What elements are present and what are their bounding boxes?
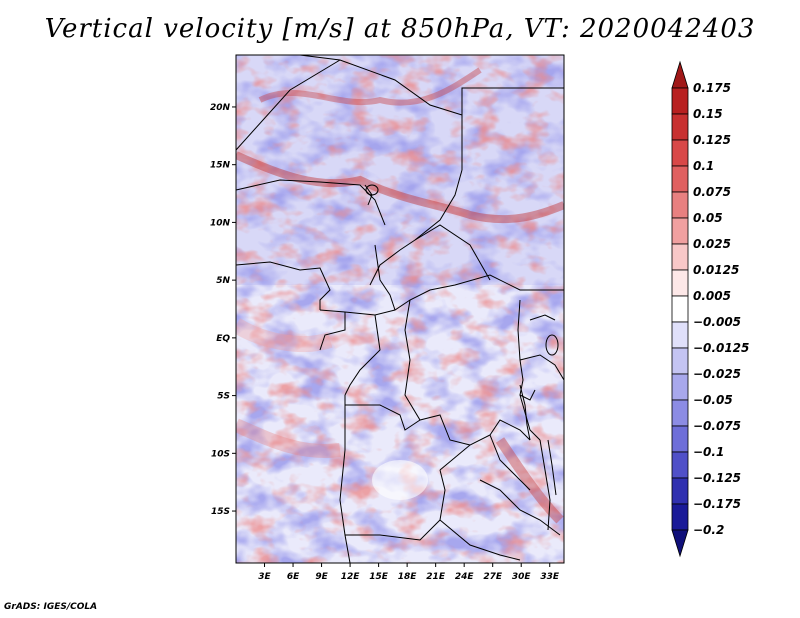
colorbar-label: −0.2 [693, 523, 724, 537]
x-tick-label: 33E [540, 572, 560, 582]
lake-outlines [365, 184, 559, 496]
y-tick-label: 10S [211, 449, 230, 459]
colorbar-swatch [671, 165, 689, 193]
colorbar-label: −0.125 [693, 471, 741, 485]
y-tick-label: 15S [211, 507, 230, 517]
colorbar-swatch [671, 425, 689, 453]
colorbar-label: 0.175 [693, 81, 731, 95]
colorbar-swatch [671, 347, 689, 375]
y-tick-label: 20N [210, 103, 231, 113]
colorbar-swatch [671, 269, 689, 297]
colorbar-label: −0.05 [693, 393, 733, 407]
colorbar-label: 0.05 [693, 211, 723, 225]
colorbar-swatch [671, 529, 689, 558]
colorbar: 0.175 0.15 0.125 0.1 0.075 0.05 0.025 0.0125 0.0… [671, 60, 749, 558]
colorbar-label: −0.005 [693, 315, 741, 329]
chart-title: Vertical velocity [m/s] at 850hPa, VT: 2… [44, 14, 756, 44]
colorbar-swatch [671, 243, 689, 271]
colorbar-label: 0.125 [693, 133, 731, 147]
colorbar-swatch [671, 113, 689, 141]
colorbar-swatch [671, 139, 689, 167]
colorbar-swatch [671, 191, 689, 219]
y-tick-label: 5S [217, 392, 230, 402]
x-tick-label: 24E [455, 572, 475, 582]
x-tick-label: 30E [512, 572, 532, 582]
colorbar-swatch [671, 399, 689, 427]
map-frame [235, 54, 565, 564]
colorbar-label: −0.175 [693, 497, 741, 511]
x-axis: 3E 6E 9E 12E 15E 18E 21E 24E 27E 30E 33E [258, 563, 560, 582]
colorbar-label: 0.005 [693, 289, 731, 303]
colorbar-swatch [671, 373, 689, 401]
colorbar-swatch [671, 321, 689, 349]
x-tick-label: 6E [287, 572, 300, 582]
x-tick-label: 21E [426, 572, 446, 582]
velocity-field [236, 55, 564, 563]
x-tick-label: 18E [398, 572, 418, 582]
colorbar-swatch [671, 477, 689, 505]
x-tick-label: 9E [315, 572, 328, 582]
y-tick-label: 5N [216, 276, 230, 286]
x-tick-label: 3E [258, 572, 271, 582]
colorbar-label: 0.1 [693, 159, 714, 173]
colorbar-swatch [671, 87, 689, 115]
y-tick-label: 15N [210, 161, 231, 171]
colorbar-swatch [671, 451, 689, 479]
colorbar-label: 0.0125 [693, 263, 739, 277]
colorbar-label: 0.075 [693, 185, 731, 199]
y-tick-label: EQ [216, 334, 230, 344]
x-tick-label: 15E [369, 572, 389, 582]
y-axis: 20N 15N 10N 5N EQ 5S 10S 15S [210, 103, 236, 517]
colorbar-label: −0.1 [693, 445, 724, 459]
colorbar-label: −0.0125 [693, 341, 749, 355]
colorbar-swatch [671, 503, 689, 531]
x-tick-label: 12E [341, 572, 361, 582]
colorbar-label: −0.025 [693, 367, 741, 381]
colorbar-swatch [671, 60, 689, 89]
colorbar-swatch [671, 295, 689, 323]
colorbar-label: −0.075 [693, 419, 741, 433]
colorbar-label: 0.025 [693, 237, 731, 251]
x-tick-label: 27E [483, 572, 503, 582]
y-tick-label: 10N [210, 218, 231, 228]
colorbar-label: 0.15 [693, 107, 723, 121]
colorbar-swatch [671, 217, 689, 245]
country-boundaries [236, 55, 564, 563]
footer-credit: GrADS: IGES/COLA [4, 602, 98, 612]
